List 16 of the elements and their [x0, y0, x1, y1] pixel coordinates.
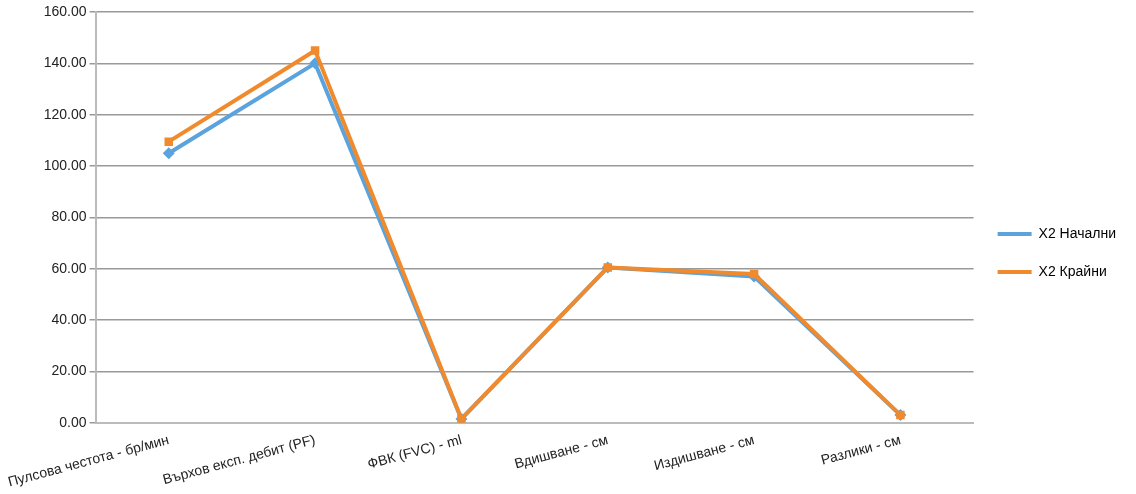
y-tick-label: 40.00	[51, 310, 87, 327]
point	[164, 137, 173, 146]
x-tick-label: Разлики - см	[819, 431, 903, 468]
point	[310, 46, 320, 55]
y-tick-label: 20.00	[51, 362, 87, 379]
y-tick-label: 0.00	[59, 413, 87, 430]
legend-label: X2 Крайни	[1038, 262, 1107, 279]
y-tick-label: 140.00	[43, 54, 87, 71]
legend-label: X2 Начални	[1038, 224, 1116, 241]
y-tick-label: 100.00	[43, 156, 87, 173]
y-tick-label: 60.00	[51, 259, 87, 276]
x-tick-label: ФВК (FVC) - ml	[365, 431, 464, 472]
y-tick-label: 160.00	[43, 2, 87, 19]
y-tick-label: 120.00	[43, 105, 87, 122]
point	[162, 147, 175, 160]
y-tick-label: 80.00	[51, 208, 87, 225]
